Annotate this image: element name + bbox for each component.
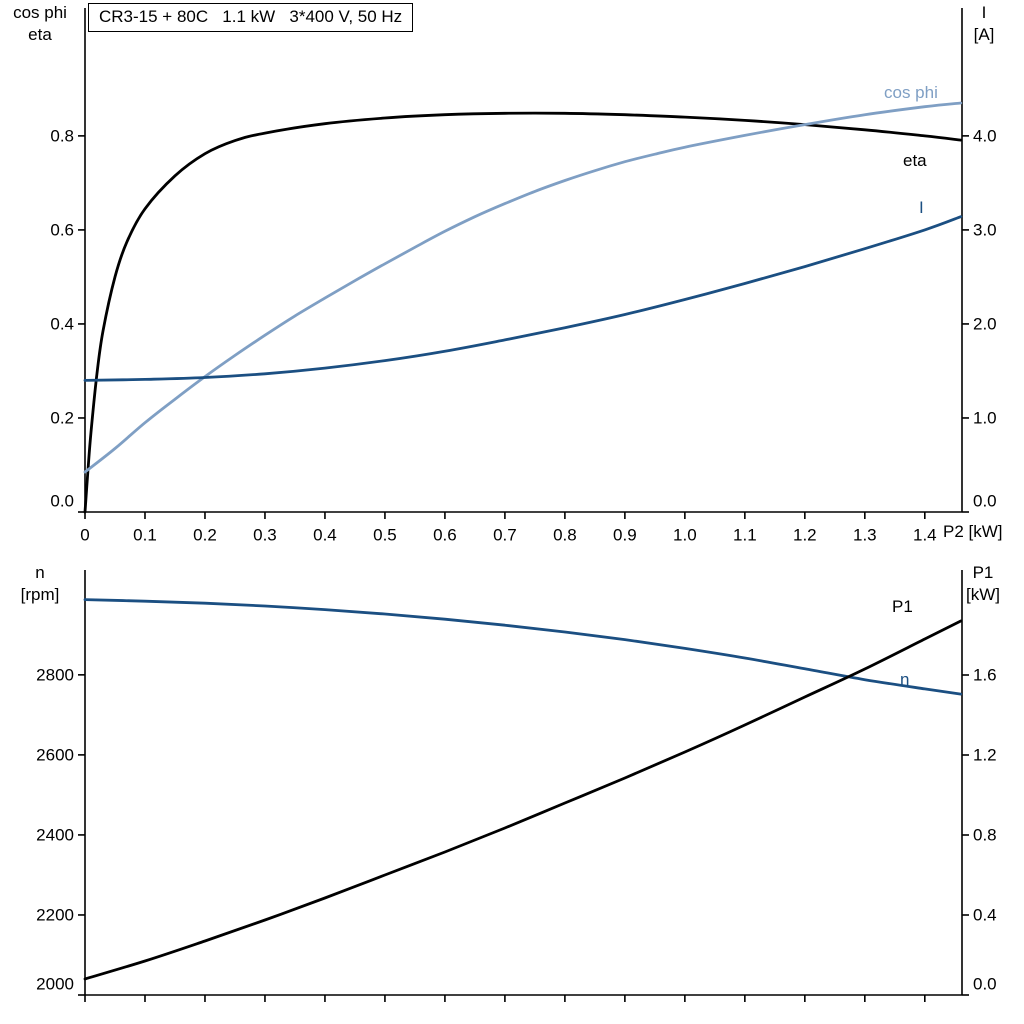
left-tick-label: 0.2 [50, 408, 74, 427]
curve-n [83, 598, 963, 696]
axis-title-current: I [981, 3, 987, 22]
x-tick-label: 1.2 [793, 526, 817, 545]
curve-label-eta: eta [903, 151, 927, 170]
x-tick-label: 0 [80, 526, 89, 545]
left-tick-label: 2800 [36, 665, 74, 684]
chart-title-box: CR3-15 + 80C 1.1 kW 3*400 V, 50 Hz [88, 3, 414, 32]
axis-title-cos-phi: cos phi [13, 3, 67, 22]
left-tick-label: 2400 [36, 825, 74, 844]
axis-title-speed-unit: [rpm] [20, 585, 60, 604]
x-tick-label: 0.1 [133, 526, 157, 545]
top-left-axis-title: cos phi eta [2, 2, 78, 46]
chart-panel-0: 0.0 0.2 0.4 0.6 0.8 0.0 1.0 2.0 3.0 4.0 0 0.1 0.2 0.3… [50, 8, 997, 545]
right-tick-label: 1.6 [973, 666, 997, 685]
curve-label-p1: P1 [892, 597, 913, 616]
x-tick-label: 1.1 [733, 526, 757, 545]
top-right-axis-title: I [A] [950, 2, 1018, 46]
curve-cos-phi [83, 101, 963, 474]
axis-title-speed: n [35, 563, 45, 582]
right-tick-label: 3.0 [973, 220, 997, 239]
x-tick-label: 1.0 [673, 526, 697, 545]
x-axis-label: P2 [kW] [943, 522, 1003, 541]
curve-label-cos-phi: cos phi [884, 83, 938, 102]
x-tick-label: 0.5 [373, 526, 397, 545]
axis-title-p1-unit: [kW] [966, 585, 1000, 604]
x-tick-label: 0.3 [253, 526, 277, 545]
axis-title-p1: P1 [972, 563, 994, 582]
x-tick-label: 1.4 [913, 526, 937, 545]
x-tick-label: 0.4 [313, 526, 337, 545]
left-tick-label: 2200 [36, 905, 74, 924]
x-tick-label: 0.2 [193, 526, 217, 545]
x-tick-label: 0.8 [553, 526, 577, 545]
left-tick-label: 0.8 [50, 126, 74, 145]
curve-I [83, 215, 963, 382]
right-tick-label: 0.0 [973, 975, 997, 994]
right-tick-label: 4.0 [973, 126, 997, 145]
curve-label-speed: n [900, 670, 910, 689]
left-tick-label: 2600 [36, 745, 74, 764]
left-tick-label: 0.6 [50, 220, 74, 239]
right-tick-label: 1.2 [973, 746, 997, 765]
axis-title-current-unit: [A] [973, 25, 995, 44]
axis-title-eta: eta [28, 25, 52, 44]
curve-eta [83, 111, 963, 514]
x-tick-label: 1.3 [853, 526, 877, 545]
x-tick-label: 0.7 [493, 526, 517, 545]
x-tick-label: 0.6 [433, 526, 457, 545]
bottom-left-axis-title: n [rpm] [6, 562, 74, 606]
curve-P1 [83, 619, 963, 981]
right-tick-label: 0.8 [973, 826, 997, 845]
x-tick-label: 0.9 [613, 526, 637, 545]
left-tick-label: 0.0 [50, 492, 74, 511]
chart-panel-1: 2000 2200 2400 2600 2800 0.0 0.4 0.8 1.2 1.6 [36, 570, 997, 1002]
right-tick-label: 0.4 [973, 906, 997, 925]
right-tick-label: 1.0 [973, 408, 997, 427]
curve-label-current: I [919, 198, 924, 217]
bottom-right-axis-title: P1 [kW] [948, 562, 1018, 606]
right-tick-label: 2.0 [973, 314, 997, 333]
left-tick-label: 2000 [36, 975, 74, 994]
right-tick-label: 0.0 [973, 492, 997, 511]
left-tick-label: 0.4 [50, 314, 74, 333]
